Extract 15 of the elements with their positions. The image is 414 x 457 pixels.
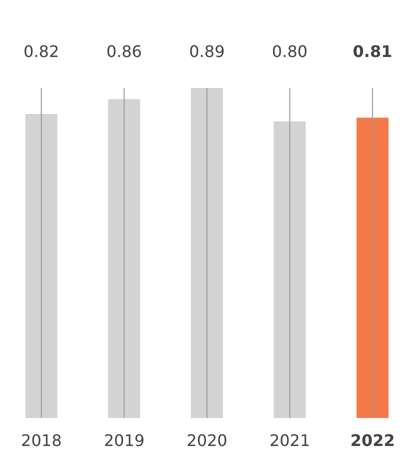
- bar: [356, 118, 389, 418]
- x-tick-label: 2018: [21, 431, 62, 450]
- x-tick-label: 2021: [269, 431, 310, 450]
- data-label: 0.81: [352, 42, 392, 61]
- bar: [108, 99, 140, 418]
- bar: [25, 114, 58, 418]
- data-label: 0.86: [106, 42, 142, 61]
- bar: [274, 121, 306, 418]
- data-label: 0.82: [24, 42, 60, 61]
- x-tick-label: 2020: [186, 431, 228, 450]
- x-tick-label: 2022: [350, 431, 395, 450]
- data-label: 0.80: [272, 42, 308, 61]
- x-tick-label: 2019: [104, 431, 145, 450]
- bar: [190, 88, 223, 418]
- data-label: 0.89: [189, 42, 225, 61]
